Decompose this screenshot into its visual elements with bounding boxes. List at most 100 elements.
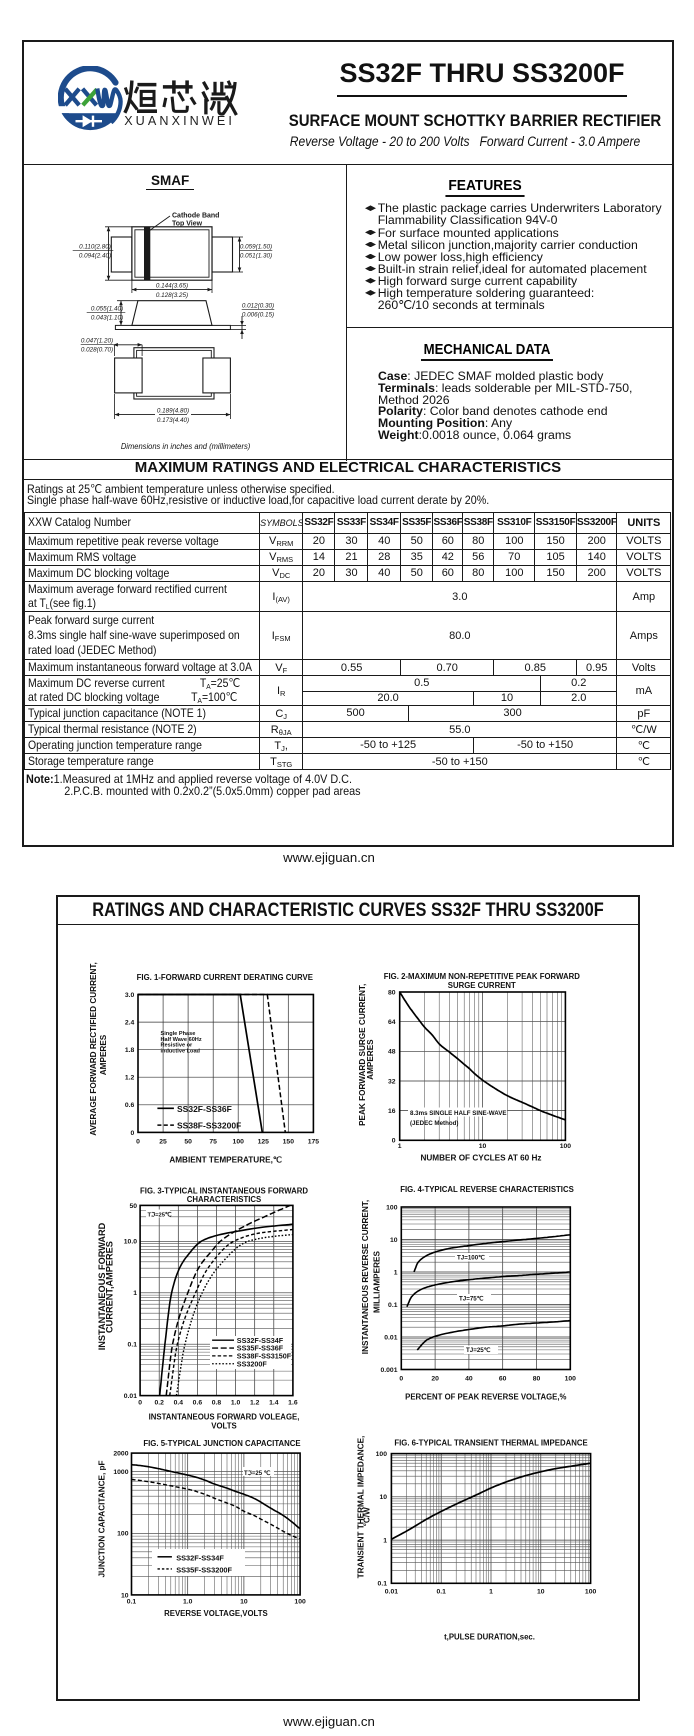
svg-text:REVERSE VOLTAGE,VOLTS: REVERSE VOLTAGE,VOLTS	[164, 1609, 268, 1618]
svg-text:AMPERES: AMPERES	[99, 1034, 108, 1075]
svg-text:8.3ms SINGLE HALF SINE-WAVE: 8.3ms SINGLE HALF SINE-WAVE	[410, 1110, 507, 1117]
svg-text:INSTANTANEOUS REVERSE CURRENT,: INSTANTANEOUS REVERSE CURRENT,	[361, 1200, 370, 1354]
svg-text:2.4: 2.4	[125, 1019, 135, 1026]
svg-text:MILLIAMPERES: MILLIAMPERES	[373, 1251, 382, 1313]
svg-text:100: 100	[386, 1204, 398, 1211]
svg-text:0.144(3.65): 0.144(3.65)	[156, 282, 188, 289]
svg-text:0.1: 0.1	[378, 1581, 388, 1588]
svg-text:Resistive or: Resistive or	[161, 1043, 194, 1049]
svg-text:FIG. 5-TYPICAL JUNCTION CAPACI: FIG. 5-TYPICAL JUNCTION CAPACITANCE	[143, 1439, 300, 1448]
svg-text:FIG. 1-FORWARD CURRENT DERATIN: FIG. 1-FORWARD CURRENT DERATING CURVE	[137, 973, 313, 982]
svg-text:1: 1	[133, 1290, 137, 1297]
svg-text:50: 50	[129, 1203, 137, 1210]
svg-text:0: 0	[399, 1376, 403, 1383]
svg-text:75: 75	[209, 1139, 217, 1146]
svg-text:0.01: 0.01	[385, 1589, 398, 1596]
svg-text:48: 48	[388, 1049, 396, 1056]
svg-text:CHARACTERISTICS: CHARACTERISTICS	[187, 1195, 262, 1204]
svg-text:10: 10	[240, 1599, 248, 1606]
svg-text:1.2: 1.2	[250, 1400, 260, 1407]
svg-text:SS38F-SS3200F: SS38F-SS3200F	[177, 1121, 241, 1131]
svg-text:0: 0	[138, 1400, 142, 1407]
svg-text:1.6: 1.6	[288, 1400, 298, 1407]
svg-text:0.2: 0.2	[154, 1400, 164, 1407]
svg-text:1: 1	[398, 1143, 402, 1150]
svg-text:150: 150	[283, 1139, 295, 1146]
svg-text:INSTANTANEOUS FORWARD VOLEAGE,: INSTANTANEOUS FORWARD VOLEAGE,	[149, 1413, 300, 1422]
svg-text:Cathode Band: Cathode Band	[172, 212, 219, 219]
svg-text:50: 50	[184, 1139, 192, 1146]
svg-text:100: 100	[565, 1376, 577, 1383]
svg-text:0.059(1.50): 0.059(1.50)	[240, 243, 272, 250]
svg-text:64: 64	[388, 1019, 396, 1026]
svg-text:40: 40	[465, 1376, 473, 1383]
svg-text:0.1: 0.1	[388, 1302, 398, 1309]
svg-text:10: 10	[479, 1143, 487, 1150]
svg-text:Top View: Top View	[172, 220, 203, 227]
svg-text:0.4: 0.4	[174, 1400, 184, 1407]
svg-text:0.006(0.15): 0.006(0.15)	[242, 311, 274, 318]
svg-text:t,PULSE DURATION,sec.: t,PULSE DURATION,sec.	[444, 1633, 535, 1642]
svg-text:0.051(1.30): 0.051(1.30)	[240, 252, 272, 259]
svg-text:10.0: 10.0	[124, 1239, 137, 1246]
svg-text:SS32F-SS36F: SS32F-SS36F	[177, 1104, 232, 1114]
svg-text:32: 32	[388, 1078, 396, 1085]
svg-text:0: 0	[136, 1139, 140, 1146]
svg-text:80: 80	[388, 989, 396, 996]
svg-text:SURGE CURRENT: SURGE CURRENT	[448, 981, 516, 990]
svg-text:0.001: 0.001	[380, 1367, 397, 1374]
svg-text:FIG. 2-MAXIMUM NON-REPETITIVE: FIG. 2-MAXIMUM NON-REPETITIVE PEAK FORWA…	[384, 972, 580, 981]
svg-text:FIG. 4-TYPICAL REVERSE CHARACT: FIG. 4-TYPICAL REVERSE CHARACTERISTICS	[400, 1185, 574, 1194]
svg-text:0.1: 0.1	[128, 1342, 138, 1349]
svg-text:0.094(2.40): 0.094(2.40)	[79, 252, 111, 259]
svg-text:Half Wave 60Hz: Half Wave 60Hz	[161, 1037, 202, 1043]
svg-text:80: 80	[533, 1376, 541, 1383]
svg-text:2000: 2000	[113, 1451, 128, 1458]
svg-text:1: 1	[394, 1269, 398, 1276]
svg-text:0.8: 0.8	[212, 1400, 222, 1407]
svg-text:0.189(4.80): 0.189(4.80)	[157, 407, 189, 414]
svg-text:125: 125	[258, 1139, 270, 1146]
svg-text:1.2: 1.2	[125, 1075, 135, 1082]
svg-text:20: 20	[431, 1376, 439, 1383]
svg-text:0.043(1.10): 0.043(1.10)	[91, 314, 123, 321]
svg-text:100: 100	[117, 1531, 129, 1538]
svg-text:TJ=75℃: TJ=75℃	[459, 1296, 484, 1303]
svg-text:Tℑ=25 ℃: Tℑ=25 ℃	[244, 1470, 271, 1477]
svg-text:1: 1	[383, 1537, 387, 1544]
svg-text:0.1: 0.1	[127, 1599, 137, 1606]
svg-text:AVERAGE FORWARD RECTIFIED CURR: AVERAGE FORWARD RECTIFIED CURRENT,	[89, 962, 98, 1135]
svg-text:16: 16	[388, 1108, 396, 1115]
svg-text:10: 10	[390, 1237, 398, 1244]
svg-text:SS38F-SS3150F: SS38F-SS3150F	[237, 1352, 292, 1361]
svg-text:0.173(4.40): 0.173(4.40)	[157, 416, 189, 423]
svg-text:°C/W: °C/W	[363, 1507, 372, 1526]
svg-text:175: 175	[308, 1139, 320, 1146]
svg-text:0.6: 0.6	[125, 1102, 135, 1109]
svg-text:AMPERES: AMPERES	[366, 1039, 375, 1080]
svg-text:TJ=25℃: TJ=25℃	[466, 1347, 491, 1354]
svg-text:10: 10	[121, 1592, 129, 1599]
svg-text:SS32F-SS34F: SS32F-SS34F	[176, 1553, 224, 1562]
svg-text:FIG. 6-TYPICAL TRANSIENT THERM: FIG. 6-TYPICAL TRANSIENT THERMAL IMPEDAN…	[394, 1439, 587, 1448]
svg-text:Tℑ=25℃: Tℑ=25℃	[148, 1212, 172, 1219]
svg-text:60: 60	[499, 1376, 507, 1383]
svg-text:1.0: 1.0	[231, 1400, 241, 1407]
svg-text:INSTANTANEOUS FORWARD: INSTANTANEOUS FORWARD	[97, 1222, 107, 1350]
svg-text:PEAK FORWARD SURGE CURRENT,: PEAK FORWARD SURGE CURRENT,	[358, 984, 367, 1126]
svg-text:TRANSIENT THERMAL IMPEDANCE,: TRANSIENT THERMAL IMPEDANCE,	[356, 1436, 365, 1579]
svg-text:0.01: 0.01	[384, 1334, 397, 1341]
svg-text:0.6: 0.6	[193, 1400, 203, 1407]
svg-text:0.1: 0.1	[436, 1589, 446, 1596]
svg-text:3.0: 3.0	[125, 992, 135, 999]
svg-text:inductive Load: inductive Load	[161, 1048, 201, 1054]
svg-text:25: 25	[159, 1139, 167, 1146]
svg-text:1: 1	[489, 1589, 493, 1596]
svg-text:0.110(2.80): 0.110(2.80)	[79, 243, 111, 250]
svg-text:0.047(1.20): 0.047(1.20)	[81, 337, 113, 344]
svg-text:PERCENT OF PEAK REVERSE VOLTAG: PERCENT OF PEAK REVERSE VOLTAGE,%	[405, 1393, 566, 1402]
svg-text:10: 10	[537, 1589, 545, 1596]
svg-text:100: 100	[294, 1599, 306, 1606]
svg-text:0.055(1.40): 0.055(1.40)	[91, 305, 123, 312]
svg-text:XUANXINWEI: XUANXINWEI	[124, 114, 235, 128]
